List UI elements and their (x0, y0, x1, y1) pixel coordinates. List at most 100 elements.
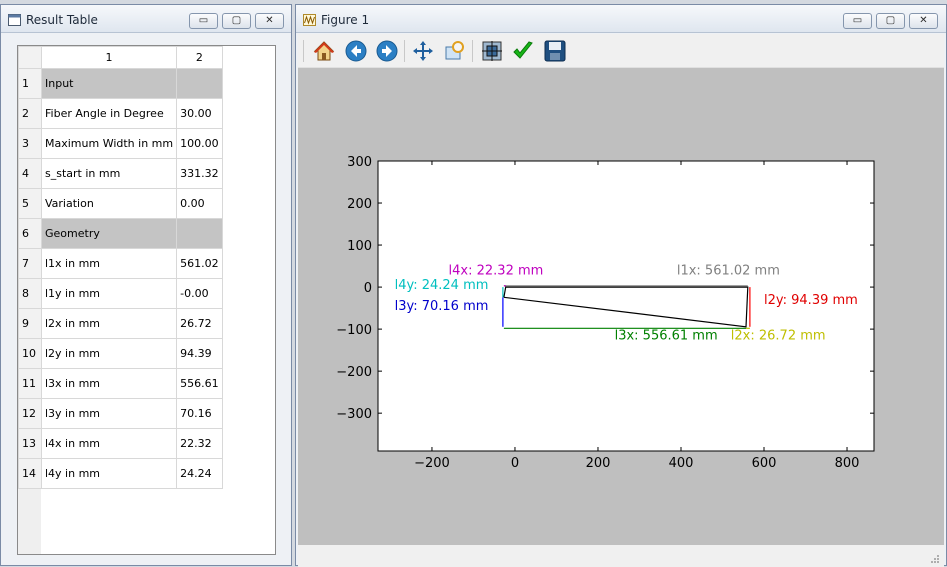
row-header[interactable]: 5 (18, 188, 42, 219)
table-row[interactable]: 3 Maximum Width in mm 100.00 (18, 128, 223, 159)
minimize-icon: ▭ (852, 15, 863, 26)
table-row[interactable]: 5 Variation 0.00 (18, 188, 223, 219)
save-button[interactable] (542, 39, 568, 63)
row-header[interactable]: 9 (18, 308, 42, 339)
x-tick-label: 400 (669, 456, 694, 471)
label-cell[interactable]: l4x in mm (40, 428, 178, 459)
minimize-icon: ▭ (198, 15, 209, 26)
row-header[interactable]: 10 (18, 338, 42, 369)
plot-area (377, 160, 875, 452)
label-cell[interactable]: Input (40, 68, 178, 99)
minimize-button[interactable]: ▭ (189, 13, 218, 29)
close-button[interactable]: ✕ (909, 13, 938, 29)
value-cell[interactable]: 100.00 (176, 128, 223, 159)
pan-icon (413, 41, 433, 61)
table-row[interactable]: 4 s_start in mm 331.32 (18, 158, 223, 189)
forward-icon (376, 40, 398, 62)
column-header-2[interactable]: 2 (176, 46, 223, 69)
result-table-titlebar[interactable]: Result Table ▭ ▢ ✕ (1, 5, 291, 33)
value-cell[interactable] (176, 218, 223, 249)
label-cell[interactable]: Geometry (40, 218, 178, 249)
value-cell[interactable] (176, 68, 223, 99)
figure-titlebar[interactable]: Figure 1 ▭ ▢ ✕ (296, 5, 946, 33)
x-tick-label: 200 (586, 456, 611, 471)
table-row[interactable]: 9 l2x in mm 26.72 (18, 308, 223, 339)
value-cell[interactable]: 22.32 (176, 428, 223, 459)
minimize-button[interactable]: ▭ (843, 13, 872, 29)
pan-button[interactable] (410, 39, 436, 63)
annotation-label: l3x: 556.61 mm (615, 329, 718, 344)
close-button[interactable]: ✕ (255, 13, 284, 29)
label-cell[interactable]: l1y in mm (40, 278, 178, 309)
table-row[interactable]: 14 l4y in mm 24.24 (18, 458, 223, 489)
label-cell[interactable]: l3x in mm (40, 368, 178, 399)
home-icon (313, 41, 335, 61)
table-row[interactable]: 2 Fiber Angle in Degree 30.00 (18, 98, 223, 129)
value-cell[interactable]: 70.16 (176, 398, 223, 429)
label-cell[interactable]: l2x in mm (40, 308, 178, 339)
result-table-window: Result Table ▭ ▢ ✕ 1 2 1 Input 2 Fiber Angl… (0, 4, 292, 566)
status-bar (298, 545, 944, 567)
row-header[interactable]: 1 (18, 68, 42, 99)
value-cell[interactable]: 24.24 (176, 458, 223, 489)
toolbar-separator (404, 40, 405, 62)
label-cell[interactable]: Variation (40, 188, 178, 219)
row-header[interactable]: 3 (18, 128, 42, 159)
row-header[interactable]: 7 (18, 248, 42, 279)
subplots-button[interactable] (479, 39, 505, 63)
table-row[interactable]: 12 l3y in mm 70.16 (18, 398, 223, 429)
back-icon (345, 40, 367, 62)
figure-chart[interactable]: −200 0 200 400 600 800 300 200 100 0 −100 −200 −300 l… (298, 68, 946, 545)
home-button[interactable] (311, 39, 337, 63)
value-cell[interactable]: 94.39 (176, 338, 223, 369)
row-header[interactable]: 2 (18, 98, 42, 129)
annotation-label: l1x: 561.02 mm (677, 263, 780, 278)
label-cell[interactable]: Fiber Angle in Degree (40, 98, 178, 129)
x-tick-label: 0 (511, 456, 519, 471)
zoom-button[interactable] (442, 39, 468, 63)
figure-canvas-area[interactable]: −200 0 200 400 600 800 300 200 100 0 −100 −200 −300 l… (298, 68, 944, 545)
annotation-label: l4y: 24.24 mm (395, 278, 489, 293)
label-cell[interactable]: Maximum Width in mm (40, 128, 178, 159)
series-line (503, 286, 749, 328)
label-cell[interactable]: l4y in mm (40, 458, 178, 489)
label-cell[interactable]: s_start in mm (40, 158, 178, 189)
value-cell[interactable]: 30.00 (176, 98, 223, 129)
table-row[interactable]: 6 Geometry (18, 218, 223, 249)
back-button[interactable] (343, 39, 369, 63)
column-header-1[interactable]: 1 (40, 46, 178, 69)
row-header[interactable]: 6 (18, 218, 42, 249)
maximize-button[interactable]: ▢ (876, 13, 905, 29)
row-header[interactable]: 14 (18, 458, 42, 489)
label-cell[interactable]: l2y in mm (40, 338, 178, 369)
row-header[interactable]: 8 (18, 278, 42, 309)
maximize-button[interactable]: ▢ (222, 13, 251, 29)
table-row[interactable]: 11 l3x in mm 556.61 (18, 368, 223, 399)
row-header[interactable]: 13 (18, 428, 42, 459)
table-row[interactable]: 13 l4x in mm 22.32 (18, 428, 223, 459)
x-tick-label: 600 (752, 456, 777, 471)
resize-grip-icon[interactable] (930, 554, 940, 564)
annotation-label: l3y: 70.16 mm (395, 299, 489, 314)
value-cell[interactable]: -0.00 (176, 278, 223, 309)
result-table[interactable]: 1 2 1 Input 2 Fiber Angle in Degree 30.00 3 Ma… (17, 45, 276, 555)
forward-button[interactable] (374, 39, 400, 63)
row-header[interactable]: 4 (18, 158, 42, 189)
value-cell[interactable]: 0.00 (176, 188, 223, 219)
row-header[interactable]: 12 (18, 398, 42, 429)
label-cell[interactable]: l3y in mm (40, 398, 178, 429)
value-cell[interactable]: 331.32 (176, 158, 223, 189)
value-cell[interactable]: 561.02 (176, 248, 223, 279)
table-row[interactable]: 8 l1y in mm -0.00 (18, 278, 223, 309)
table-row[interactable]: 7 l1x in mm 561.02 (18, 248, 223, 279)
toolbar-separator (472, 40, 473, 62)
value-cell[interactable]: 556.61 (176, 368, 223, 399)
table-row[interactable]: 1 Input (18, 68, 223, 99)
row-header[interactable]: 11 (18, 368, 42, 399)
value-cell[interactable]: 26.72 (176, 308, 223, 339)
maximize-icon: ▢ (885, 15, 896, 26)
window-icon (8, 14, 21, 26)
table-row[interactable]: 10 l2y in mm 94.39 (18, 338, 223, 369)
apply-button[interactable] (510, 39, 536, 63)
label-cell[interactable]: l1x in mm (40, 248, 178, 279)
